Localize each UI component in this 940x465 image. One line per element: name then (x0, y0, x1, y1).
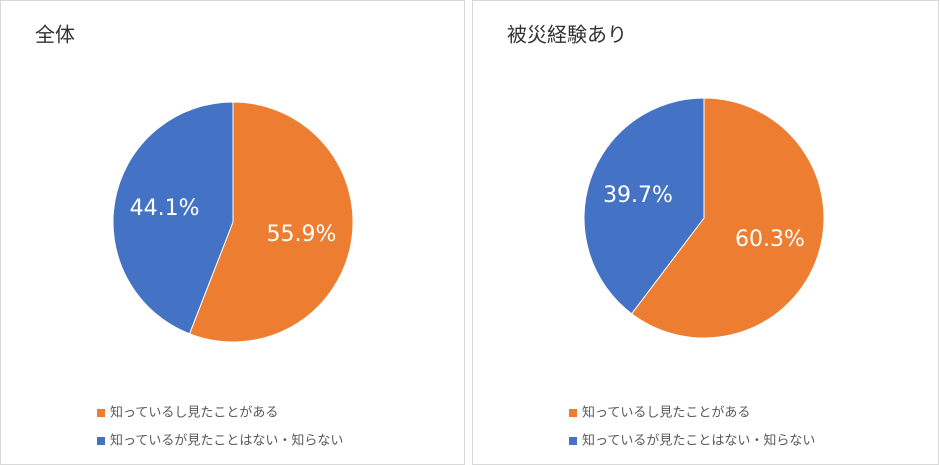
pie-slice (188, 101, 354, 343)
data-label: 39.7% (603, 183, 673, 208)
data-label: 60.3% (735, 227, 805, 252)
chart-title: 全体 (35, 23, 75, 47)
legend-entry: 知っているし見たことがある (110, 405, 278, 421)
legend-swatch (97, 409, 105, 417)
legend-swatch (569, 437, 577, 445)
legend-entry: 知っているが見たことはない・知らない (582, 433, 815, 449)
data-label: 44.1% (130, 196, 200, 221)
legend-entry: 知っているが見たことはない・知らない (110, 433, 343, 449)
chart-title: 被災経験あり (507, 23, 627, 47)
legend-entry: 知っているし見たことがある (582, 405, 750, 421)
pie-slice (630, 97, 825, 339)
legend-swatch (569, 409, 577, 417)
pie-slice (112, 101, 234, 335)
legend-swatch (97, 437, 105, 445)
pie-slice (583, 97, 705, 315)
data-label: 55.9% (266, 222, 336, 247)
